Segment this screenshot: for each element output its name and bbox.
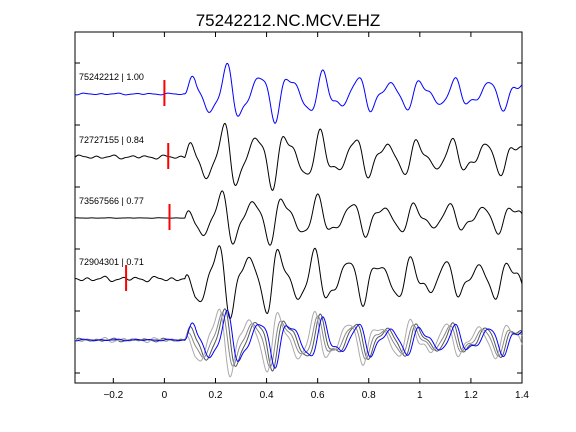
pick-markers-layer xyxy=(125,80,171,291)
trace-label: 72904301 | 0.71 xyxy=(79,257,144,267)
trace-label: 75242212 | 1.00 xyxy=(79,72,144,82)
x-tick-label: 0 xyxy=(162,390,168,401)
trace-label: 72727155 | 0.84 xyxy=(79,135,144,145)
chart-title: 75242212.NC.MCV.EHZ xyxy=(196,11,381,30)
trace-line xyxy=(74,245,523,320)
x-tick-label: 1.2 xyxy=(464,390,478,401)
axis-ticks-layer: −0.2 0 0.2 0.4 0.6 0.8 1 1.2 1.4 xyxy=(75,32,529,401)
x-tick-label: 1.4 xyxy=(515,390,529,401)
x-tick-label: 0.4 xyxy=(260,390,274,401)
x-tick-label: −0.2 xyxy=(103,390,123,401)
overlay-trace-line xyxy=(74,312,523,368)
x-tick-label: 0.8 xyxy=(362,390,376,401)
overlay-trace-line xyxy=(74,309,523,369)
trace-line xyxy=(74,190,523,246)
overlay-layer xyxy=(74,308,523,378)
trace-labels-layer: 75242212 | 1.00 72727155 | 0.84 73567566 |… xyxy=(79,72,144,267)
trace-label: 73567566 | 0.77 xyxy=(79,196,144,206)
x-tick-label: 0.6 xyxy=(311,390,325,401)
overlay-trace-line xyxy=(74,308,523,378)
x-tick-label: 1 xyxy=(417,390,423,401)
x-tick-label: 0.2 xyxy=(209,390,223,401)
plot-frame xyxy=(74,31,523,384)
trace-line xyxy=(74,122,523,191)
trace-line xyxy=(74,62,523,124)
traces-layer xyxy=(74,62,523,320)
